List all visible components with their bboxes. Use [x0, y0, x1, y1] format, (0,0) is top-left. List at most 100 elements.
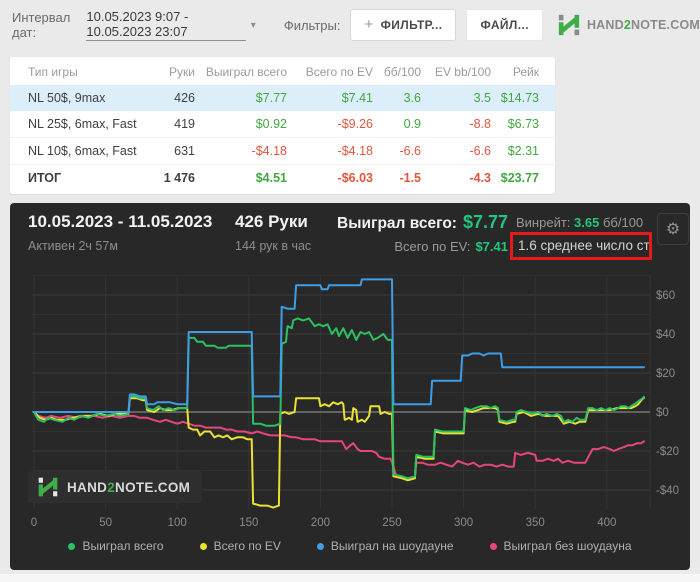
annotation-red-box: 1.6 среднее число ст [510, 232, 652, 260]
won-total-value: $7.77 [462, 212, 508, 232]
legend-item[interactable]: Выиграл без шоудауна [489, 539, 632, 553]
settings-button[interactable]: ⚙ [657, 213, 689, 245]
column-header[interactable]: бб/100 [383, 65, 421, 79]
table-cell: -8.8 [469, 117, 491, 131]
winrate-value: 3.65 [574, 215, 600, 230]
hand2note-logo-text: HAND2NOTE.COM [586, 18, 700, 32]
plus-icon: + [364, 16, 374, 33]
axis-tick-label: $20 [656, 368, 675, 380]
legend-dot-icon [199, 542, 207, 550]
bottom-strip [0, 574, 700, 582]
axis-tick-label: 300 [454, 517, 473, 529]
ev-total-label: Всего по EV: [394, 239, 471, 254]
table-cell: $6.73 [507, 117, 539, 131]
column-header[interactable]: EV bb/100 [434, 65, 491, 79]
filter-button[interactable]: + ФИЛЬТР... [350, 9, 457, 41]
table-cell: 631 [147, 137, 199, 165]
legend-label: Всего по EV [213, 539, 281, 553]
table-cell: 426 [174, 91, 195, 105]
column-header[interactable]: Руки [169, 65, 195, 79]
table-cell: -1.5 [377, 164, 425, 191]
table-cell: NL 10$, 6max, Fast [10, 137, 147, 165]
axis-tick-label: -$20 [656, 446, 679, 458]
chevron-down-icon[interactable]: ▾ [250, 19, 256, 31]
legend-dot-icon [489, 542, 497, 550]
won-total-label: Выиграл всего: [337, 215, 457, 232]
hand2note-logo: HAND2NOTE.COM [557, 13, 700, 37]
axis-tick-label: $0 [656, 407, 669, 419]
hand2note-logo-icon [558, 14, 580, 36]
filters-label: Фильтры: [283, 17, 341, 33]
axis-tick-label: 50 [99, 517, 112, 529]
table-cell: $7.77 [255, 91, 287, 105]
legend-item[interactable]: Выиграл на шоудауне [316, 539, 454, 553]
table-cell: $23.77 [495, 164, 555, 191]
legend-item[interactable]: Всего по EV [199, 539, 281, 553]
session-hands: 426 Руки [235, 212, 308, 231]
hand2note-watermark: HAND2NOTE.COM [28, 471, 203, 503]
table-row[interactable]: NL 50$, 9max 426 $7.77 $7.41 3.6 3.5 $14.73 [10, 85, 555, 111]
legend-item[interactable]: Выиграл всего [68, 539, 164, 553]
column-header[interactable]: Выиграл всего [205, 65, 287, 79]
table-cell: $14.73 [500, 91, 539, 105]
axis-tick-label: 200 [311, 517, 330, 529]
ev-total-line: Всего по EV: $7.41 [330, 239, 508, 254]
session-chart-panel: 10.05.2023 - 11.05.2023 Активен 2ч 57м 4… [10, 203, 690, 570]
date-interval-value[interactable]: 10.05.2023 9:07 - 10.05.2023 23:07 [86, 9, 246, 41]
winrate-line: Винрейт: 3.65 бб/100 [516, 215, 658, 230]
axis-tick-label: 400 [597, 517, 616, 529]
table-cell: NL 25$, 6max, Fast [28, 117, 137, 131]
table-cell: -$6.03 [291, 164, 377, 191]
legend-label: Выиграл всего [82, 539, 164, 553]
winrate-label: Винрейт: [516, 215, 571, 230]
table-cell: 3.6 [403, 91, 421, 105]
table-row[interactable]: ИТОГ 1 476 $4.51 -$6.03 -1.5 -4.3 $23.77 [10, 164, 555, 191]
axis-tick-label: 100 [168, 517, 187, 529]
session-active-time: Активен 2ч 57м [28, 239, 118, 253]
table-cell: -4.3 [425, 164, 495, 191]
table-cell: 1 476 [147, 164, 199, 191]
top-toolbar: Интервал дат: 10.05.2023 9:07 - 10.05.20… [0, 0, 700, 50]
session-date-range: 10.05.2023 - 11.05.2023 [28, 212, 213, 231]
avg-tables-value: 1.6 среднее число ст [518, 238, 650, 253]
table-cell: ИТОГ [10, 164, 147, 191]
filter-button-label: ФИЛЬТР... [380, 18, 443, 32]
stats-table-card: Тип игры Руки Выиграл всего Всего по EV бб/1… [10, 57, 555, 194]
column-header[interactable]: Всего по EV [305, 65, 373, 79]
winnings-line-chart: -$40 -$20 $0 $20 $40 $60 0 50 100 150 200 250 300 350… [31, 275, 679, 529]
legend-label: Выиграл на шоудауне [330, 539, 454, 553]
ev-total-value: $7.41 [475, 239, 508, 254]
table-row[interactable]: NL 10$, 6max, Fast 631 -$4.18 -$4.18 -6.6 -6.… [10, 137, 555, 165]
file-button[interactable]: ФАЙЛ... [466, 9, 543, 41]
series-pink [33, 411, 645, 480]
axis-tick-label: 0 [31, 517, 37, 529]
axis-tick-label: 350 [526, 517, 545, 529]
table-cell: 419 [174, 117, 195, 131]
table-cell: -$9.26 [337, 117, 373, 131]
column-header[interactable]: Рейк [512, 65, 539, 79]
winrate-unit: бб/100 [602, 215, 644, 230]
hand2note-watermark-text: HAND2NOTE.COM [67, 479, 191, 495]
column-header[interactable]: Тип игры [28, 65, 78, 79]
table-cell: -$4.18 [199, 137, 291, 165]
session-hands-per-hour: 144 рук в час [235, 239, 312, 253]
table-cell: $7.41 [341, 91, 373, 105]
axis-tick-label: -$40 [656, 485, 679, 497]
series-green [33, 317, 645, 480]
table-row[interactable]: NL 25$, 6max, Fast 419 $0.92 -$9.26 0.9 -8.8 $… [10, 111, 555, 138]
table-cell: 3.5 [473, 91, 491, 105]
table-cell: NL 50$, 9max [28, 91, 106, 105]
legend-label: Выиграл без шоудауна [503, 539, 632, 553]
table-cell: 0.9 [403, 117, 421, 131]
legend-dot-icon [68, 542, 76, 550]
date-interval-label: Интервал дат: [12, 10, 71, 40]
table-cell: $2.31 [495, 137, 555, 165]
stats-table-header: Тип игры Руки Выиграл всего Всего по EV бб/1… [10, 57, 555, 85]
axis-tick-label: 150 [239, 517, 258, 529]
table-cell: -6.6 [377, 137, 425, 165]
axis-tick-label: $60 [656, 290, 675, 302]
axis-tick-label: $40 [656, 329, 675, 341]
won-total-line: Выиграл всего: $7.77 [330, 212, 508, 233]
stats-table: Тип игры Руки Выиграл всего Всего по EV бб/1… [10, 57, 555, 191]
legend-dot-icon [316, 542, 324, 550]
